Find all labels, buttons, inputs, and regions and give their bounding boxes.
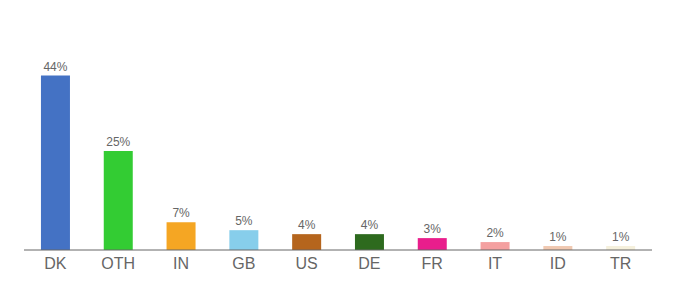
svg-text:DK: DK <box>44 255 67 272</box>
svg-text:1%: 1% <box>549 230 567 244</box>
svg-text:44%: 44% <box>43 60 67 74</box>
svg-text:4%: 4% <box>361 218 379 232</box>
svg-text:US: US <box>295 255 317 272</box>
svg-text:TR: TR <box>610 255 631 272</box>
svg-text:GB: GB <box>232 255 255 272</box>
svg-text:4%: 4% <box>298 218 316 232</box>
svg-text:3%: 3% <box>424 222 442 236</box>
svg-text:DE: DE <box>358 255 380 272</box>
svg-text:7%: 7% <box>172 206 190 220</box>
svg-text:IN: IN <box>173 255 189 272</box>
svg-text:OTH: OTH <box>101 255 135 272</box>
svg-text:1%: 1% <box>612 230 630 244</box>
svg-text:2%: 2% <box>486 226 504 240</box>
svg-text:25%: 25% <box>106 135 130 149</box>
svg-text:FR: FR <box>422 255 443 272</box>
svg-text:ID: ID <box>550 255 566 272</box>
svg-text:5%: 5% <box>235 214 253 228</box>
svg-text:IT: IT <box>488 255 502 272</box>
